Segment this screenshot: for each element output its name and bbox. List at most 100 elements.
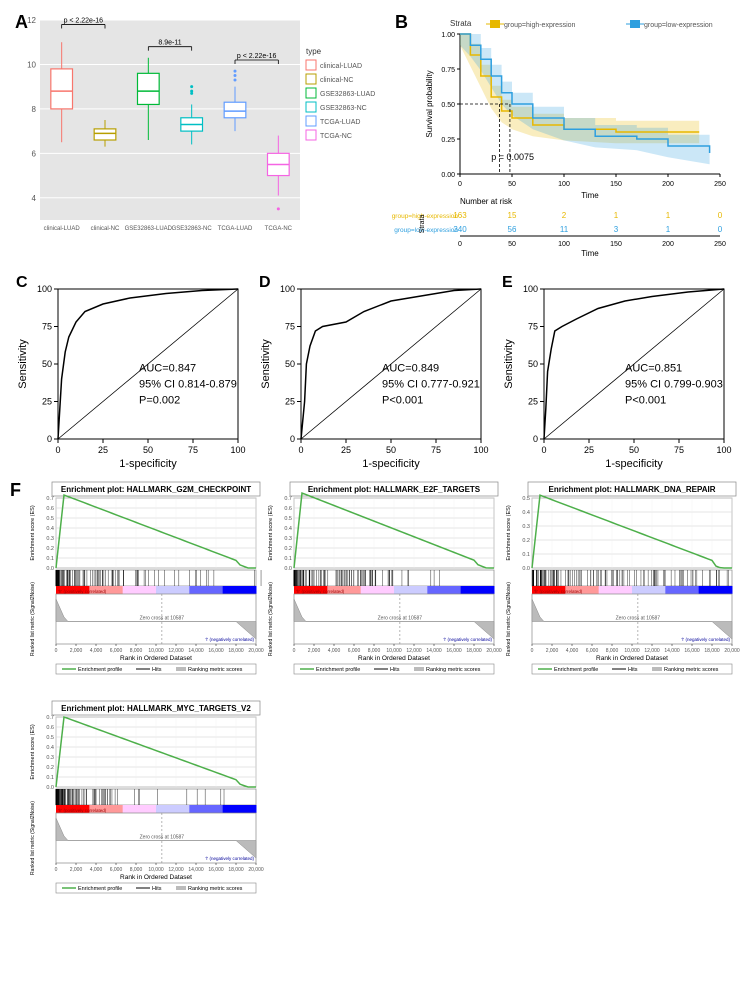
- panel-b-svg: B Stratagroup=high-expressiongroup=low-e…: [390, 10, 740, 260]
- svg-text:C: C: [16, 274, 28, 291]
- svg-text:GSE32863-NC: GSE32863-NC: [320, 105, 367, 112]
- svg-text:18,000: 18,000: [704, 648, 720, 654]
- figure-root: A 4681012clinical-LUADclinical-NCGSE3286…: [10, 10, 740, 914]
- svg-text:25: 25: [528, 397, 538, 407]
- svg-text:clinical-LUAD: clinical-LUAD: [44, 226, 81, 232]
- svg-text:Number at risk: Number at risk: [460, 197, 513, 206]
- svg-text:0: 0: [531, 648, 534, 654]
- svg-text:18,000: 18,000: [466, 648, 482, 654]
- svg-text:12: 12: [27, 16, 36, 25]
- svg-text:Enrichment plot: HALLMARK_MYC_: Enrichment plot: HALLMARK_MYC_TARGETS_V2: [61, 704, 251, 713]
- svg-text:16,000: 16,000: [208, 867, 224, 873]
- svg-text:14,000: 14,000: [188, 867, 204, 873]
- svg-text:16,000: 16,000: [446, 648, 462, 654]
- svg-text:0.5: 0.5: [46, 735, 54, 741]
- svg-text:1: 1: [666, 211, 671, 220]
- svg-text:4: 4: [32, 194, 37, 203]
- svg-text:12,000: 12,000: [644, 648, 660, 654]
- gsea-2: Enrichment plot: HALLMARK_DNA_REPAIR0.00…: [502, 480, 740, 695]
- svg-text:18,000: 18,000: [228, 648, 244, 654]
- svg-text:0: 0: [458, 241, 462, 248]
- svg-text:2: 2: [562, 211, 567, 220]
- svg-text:Hits: Hits: [628, 667, 638, 673]
- svg-text:Rank in Ordered Dataset: Rank in Ordered Dataset: [120, 655, 192, 662]
- svg-text:Enrichment score (ES): Enrichment score (ES): [268, 505, 274, 560]
- svg-text:Enrichment score (ES): Enrichment score (ES): [30, 505, 36, 560]
- svg-text:75: 75: [674, 445, 684, 455]
- svg-text:50: 50: [285, 359, 295, 369]
- svg-text:group=low-expression: group=low-expression: [394, 227, 458, 234]
- svg-text:Hits: Hits: [152, 886, 162, 892]
- svg-text:0.1: 0.1: [284, 556, 292, 562]
- svg-text:0.4: 0.4: [284, 526, 292, 532]
- svg-text:0.5: 0.5: [46, 516, 54, 522]
- panel-b: B Stratagroup=high-expressiongroup=low-e…: [390, 10, 740, 265]
- svg-text:Sensitivity: Sensitivity: [17, 339, 29, 389]
- svg-text:56: 56: [508, 225, 517, 234]
- svg-text:0.6: 0.6: [46, 725, 54, 731]
- svg-text:0.3: 0.3: [46, 536, 54, 542]
- svg-text:0.0: 0.0: [284, 566, 292, 572]
- svg-text:Ranking metric scores: Ranking metric scores: [426, 667, 481, 673]
- svg-text:4,000: 4,000: [90, 867, 103, 873]
- svg-text:14,000: 14,000: [664, 648, 680, 654]
- svg-text:8,000: 8,000: [368, 648, 381, 654]
- svg-text:0.6: 0.6: [46, 506, 54, 512]
- svg-text:10,000: 10,000: [148, 648, 164, 654]
- svg-text:0.6: 0.6: [284, 506, 292, 512]
- svg-text:6: 6: [32, 149, 37, 158]
- svg-text:250: 250: [714, 181, 726, 188]
- svg-text:25: 25: [98, 445, 108, 455]
- svg-text:1: 1: [666, 225, 671, 234]
- svg-text:GSE32863-LUAD: GSE32863-LUAD: [125, 226, 173, 232]
- svg-text:75: 75: [528, 322, 538, 332]
- svg-text:150: 150: [610, 241, 622, 248]
- svg-text:15: 15: [508, 211, 517, 220]
- svg-text:P<0.001: P<0.001: [382, 395, 423, 407]
- panel-c-svg: C00252550507575100100AUC=0.84795% CI 0.8…: [10, 271, 253, 471]
- svg-text:AUC=0.847: AUC=0.847: [139, 363, 196, 375]
- svg-text:6,000: 6,000: [586, 648, 599, 654]
- panel-c: C00252550507575100100AUC=0.84795% CI 0.8…: [10, 271, 253, 476]
- svg-text:0.0: 0.0: [46, 785, 54, 791]
- svg-text:75: 75: [188, 445, 198, 455]
- svg-text:8,000: 8,000: [606, 648, 619, 654]
- svg-text:0.5: 0.5: [522, 496, 530, 502]
- svg-text:Rank in Ordered Dataset: Rank in Ordered Dataset: [358, 655, 430, 662]
- svg-text:75: 75: [285, 322, 295, 332]
- svg-text:P=0.002: P=0.002: [139, 395, 180, 407]
- svg-text:100: 100: [716, 445, 731, 455]
- svg-text:0.4: 0.4: [46, 526, 54, 532]
- svg-text:1-specificity: 1-specificity: [362, 458, 420, 470]
- svg-text:Rank in Ordered Dataset: Rank in Ordered Dataset: [596, 655, 668, 662]
- svg-text:75: 75: [42, 322, 52, 332]
- svg-text:0: 0: [298, 445, 303, 455]
- svg-text:0.5: 0.5: [284, 516, 292, 522]
- svg-text:50: 50: [629, 445, 639, 455]
- svg-text:20,000: 20,000: [486, 648, 502, 654]
- svg-text:0.3: 0.3: [284, 536, 292, 542]
- svg-text:2,000: 2,000: [70, 867, 83, 873]
- svg-text:Enrichment profile: Enrichment profile: [554, 667, 598, 673]
- svg-text:95% CI 0.777-0.921: 95% CI 0.777-0.921: [382, 379, 480, 391]
- svg-text:Ranked list metric (Signal2Noi: Ranked list metric (Signal2Noise): [506, 582, 512, 656]
- svg-text:group=low-expression: group=low-expression: [644, 22, 713, 29]
- svg-text:20,000: 20,000: [248, 867, 264, 873]
- svg-text:50: 50: [386, 445, 396, 455]
- svg-text:Ranked list metric (Signal2Noi: Ranked list metric (Signal2Noise): [268, 582, 274, 656]
- svg-text:16,000: 16,000: [684, 648, 700, 654]
- svg-text:0: 0: [541, 445, 546, 455]
- svg-text:'h' (positively correlated): 'h' (positively correlated): [296, 589, 345, 594]
- svg-text:Zero cross at 10587: Zero cross at 10587: [378, 616, 423, 622]
- row-2: C00252550507575100100AUC=0.84795% CI 0.8…: [10, 271, 740, 476]
- svg-text:'l' (negatively correlated): 'l' (negatively correlated): [682, 637, 731, 642]
- svg-text:p = 0.0075: p = 0.0075: [491, 152, 534, 162]
- svg-text:4,000: 4,000: [566, 648, 579, 654]
- svg-text:Enrichment profile: Enrichment profile: [78, 886, 122, 892]
- svg-text:8,000: 8,000: [130, 867, 143, 873]
- svg-text:1-specificity: 1-specificity: [119, 458, 177, 470]
- label-f: F: [10, 480, 21, 500]
- svg-text:0: 0: [718, 225, 723, 234]
- svg-text:0.7: 0.7: [46, 496, 54, 502]
- svg-text:TCGA-LUAD: TCGA-LUAD: [218, 226, 253, 232]
